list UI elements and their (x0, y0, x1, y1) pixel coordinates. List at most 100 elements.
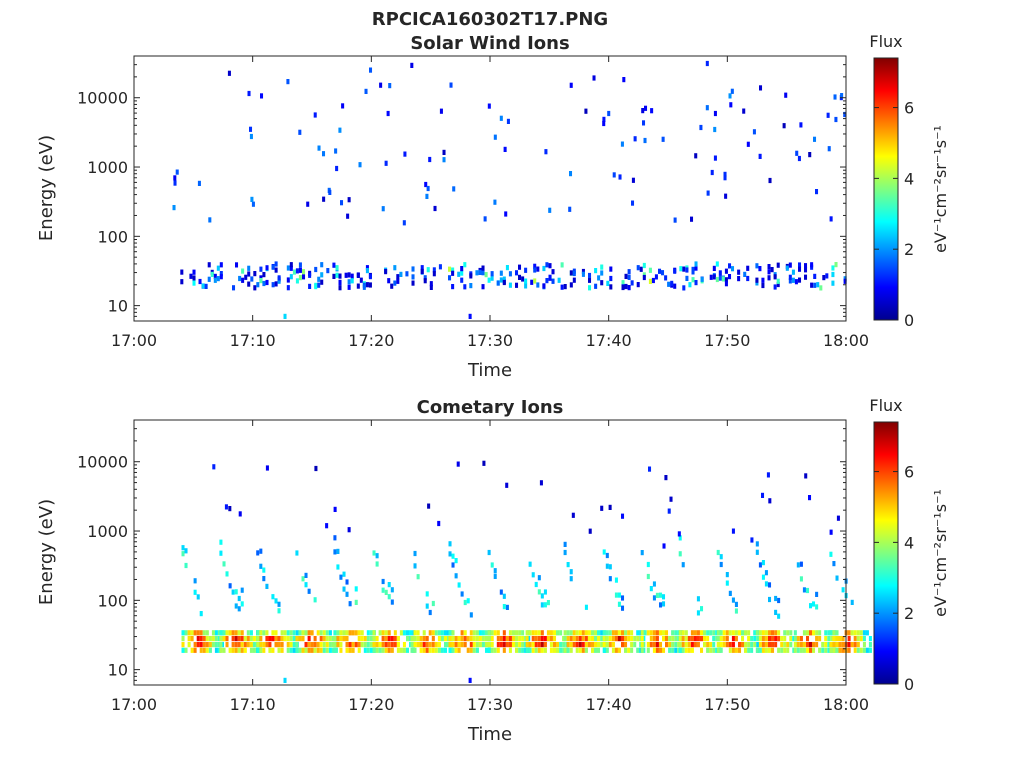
flux-cell (608, 576, 612, 582)
flux-cell (730, 88, 734, 94)
flux-cell (563, 647, 567, 653)
colorbar-tick-label: 6 (904, 99, 914, 118)
flux-cell (332, 262, 336, 268)
flux-cell (384, 642, 388, 648)
flux-cell (806, 642, 810, 648)
flux-cell (222, 561, 226, 567)
flux-cell (722, 630, 726, 636)
flux-cell (646, 642, 650, 648)
flux-cell (384, 589, 388, 595)
flux-cell (581, 268, 585, 275)
flux-cell (317, 282, 321, 288)
flux-cell (184, 647, 188, 653)
flux-cell (457, 582, 461, 588)
flux-cell (668, 647, 672, 653)
flux-cell (199, 647, 203, 653)
flux-cell (181, 642, 185, 648)
flux-cell (646, 630, 650, 636)
flux-cell (829, 529, 833, 535)
flux-cell (475, 270, 479, 276)
flux-cell (859, 647, 863, 653)
flux-cell (387, 642, 391, 648)
flux-cell (602, 549, 606, 555)
flux-cell (250, 276, 254, 282)
flux-cell (662, 601, 666, 607)
flux-cell (688, 282, 692, 288)
flux-cell (750, 537, 754, 543)
flux-cell (422, 636, 426, 642)
flux-cell (824, 636, 828, 642)
flux-cell (649, 636, 653, 642)
x-axis-label-cometary: Time (467, 724, 512, 745)
flux-cell (393, 280, 397, 286)
flux-cell (784, 92, 788, 98)
flux-cell (481, 636, 485, 642)
flux-cell (265, 583, 269, 589)
flux-cell (788, 262, 792, 268)
flux-cell (665, 642, 669, 648)
flux-cell (347, 527, 351, 533)
flux-cell (813, 273, 817, 279)
flux-cell (609, 275, 613, 282)
flux-cell (665, 636, 669, 642)
flux-cell (563, 541, 567, 547)
flux-cell (640, 642, 644, 648)
flux-cell (644, 105, 648, 111)
flux-cell (366, 636, 370, 642)
flux-cell (298, 267, 302, 273)
flux-cell (280, 630, 284, 636)
flux-cell (405, 271, 409, 277)
flux-cell (496, 630, 500, 636)
flux-cell (460, 636, 464, 642)
flux-cell (249, 642, 253, 648)
flux-cell (339, 574, 343, 580)
flux-cell (328, 647, 332, 653)
flux-cell (549, 642, 553, 648)
flux-cell (420, 268, 424, 274)
flux-cell (457, 271, 461, 277)
flux-cell (515, 630, 519, 636)
flux-cell (231, 642, 235, 648)
flux-cell (508, 636, 512, 642)
flux-cell (621, 630, 625, 636)
flux-cell (469, 283, 473, 289)
flux-cell (734, 647, 738, 653)
flux-cell (298, 129, 302, 135)
flux-cell (426, 267, 430, 273)
flux-cell (531, 630, 535, 636)
flux-cell (369, 67, 373, 73)
flux-cell (256, 647, 260, 653)
flux-cell (829, 642, 833, 648)
flux-cell (543, 647, 547, 653)
flux-cell (602, 647, 606, 653)
flux-cell (856, 647, 860, 653)
flux-cell (496, 642, 500, 648)
flux-cell (566, 647, 570, 653)
flux-cell (544, 149, 548, 155)
flux-cell (431, 647, 435, 653)
flux-cell (438, 264, 442, 270)
flux-cell (703, 642, 707, 648)
flux-cell (673, 268, 677, 274)
flux-cell (798, 277, 802, 283)
flux-cell (827, 146, 831, 152)
flux-cell (448, 642, 452, 648)
flux-cell (493, 630, 497, 636)
heatmap-solar-wind (172, 60, 847, 319)
flux-cell (674, 630, 678, 636)
flux-cell (286, 79, 290, 85)
flux-cell (424, 181, 428, 188)
flux-cell (612, 172, 616, 178)
flux-cell (193, 642, 197, 648)
flux-cell (578, 636, 582, 642)
flux-cell (584, 636, 588, 642)
flux-cell (587, 630, 591, 636)
flux-cell (600, 636, 604, 642)
flux-cell (569, 569, 573, 575)
flux-cell (219, 636, 223, 642)
flux-cell (277, 642, 281, 648)
flux-cell (234, 630, 238, 636)
flux-cell (469, 647, 473, 653)
flux-cell (835, 630, 839, 636)
flux-cell (181, 545, 185, 551)
